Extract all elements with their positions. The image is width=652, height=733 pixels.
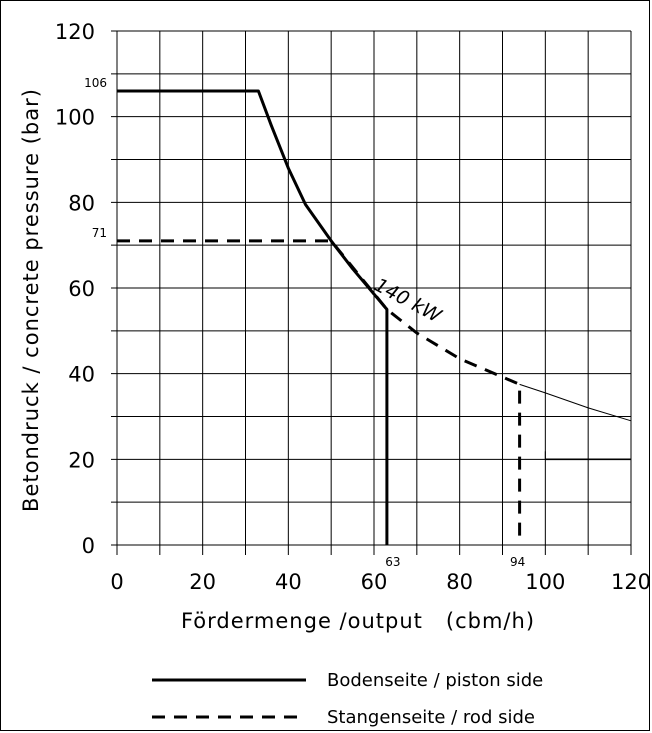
series-line-solid bbox=[117, 89, 389, 545]
x-tick-labels: 0 20 40 60 80 100 120 bbox=[110, 570, 651, 594]
y-tick-label: 100 bbox=[55, 106, 95, 130]
x-axis-title: Fördermenge /output (cbm/h) bbox=[181, 609, 535, 633]
series-line-dashed bbox=[117, 239, 522, 545]
x-tick-label: 20 bbox=[189, 570, 216, 594]
annotations: 106 71 63 94 bbox=[84, 76, 525, 569]
series-lines bbox=[117, 89, 632, 545]
x-tick-label: 60 bbox=[361, 570, 388, 594]
grid bbox=[111, 30, 632, 555]
annotation-94: 94 bbox=[510, 555, 525, 569]
y-tick-label: 60 bbox=[68, 277, 95, 301]
x-tick-label: 80 bbox=[446, 570, 473, 594]
annotation-63: 63 bbox=[385, 555, 400, 569]
series-line-thin bbox=[519, 383, 632, 422]
y-tick-label: 120 bbox=[55, 20, 95, 44]
legend: Bodenseite / piston side Stangenseite / … bbox=[152, 670, 543, 728]
legend-label-rod: Stangenseite / rod side bbox=[327, 707, 535, 728]
legend-label-piston: Bodenseite / piston side bbox=[327, 670, 543, 691]
x-tick-label: 120 bbox=[611, 570, 651, 594]
chart-extras bbox=[544, 451, 631, 461]
x-tick-label: 0 bbox=[110, 570, 123, 594]
y-tick-label: 20 bbox=[68, 448, 95, 472]
y-tick-label: 80 bbox=[68, 191, 95, 215]
y-tick-labels: 0 20 40 60 80 100 120 bbox=[55, 20, 95, 558]
x-tick-label: 100 bbox=[525, 570, 565, 594]
annotation-71: 71 bbox=[92, 226, 107, 240]
y-axis-title: Betondruck / concrete pressure (bar) bbox=[19, 88, 43, 512]
annotation-106: 106 bbox=[84, 76, 107, 90]
y-tick-label: 0 bbox=[82, 534, 95, 558]
y-tick-label: 40 bbox=[68, 363, 95, 387]
x-tick-label: 40 bbox=[275, 570, 302, 594]
